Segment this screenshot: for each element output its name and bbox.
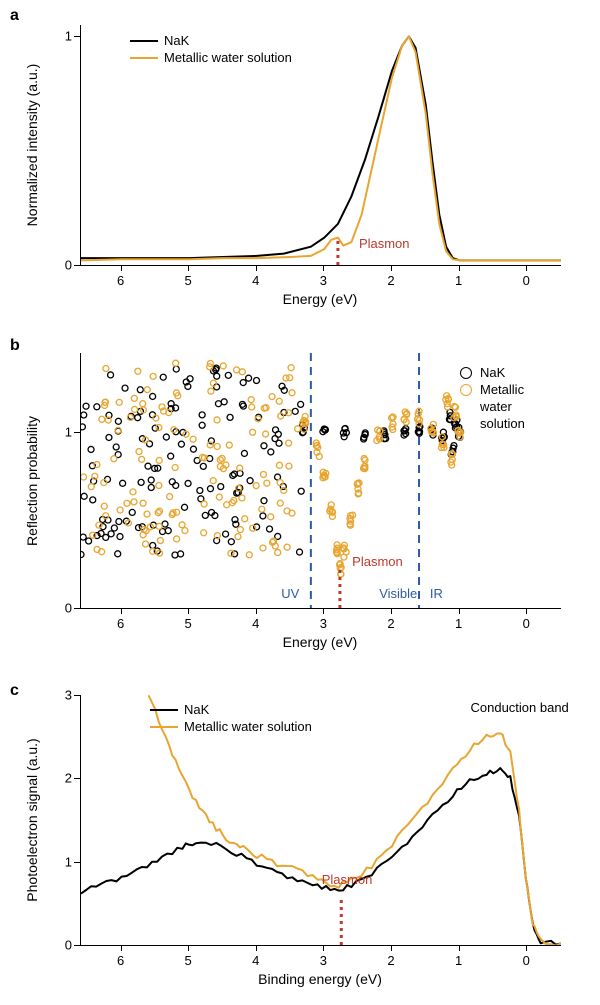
- legend-b-nak: NaK: [452, 365, 525, 380]
- panel-c: c NaK Metallic water solution Binding en…: [0, 680, 600, 1000]
- xlabel-b: Energy (eV): [80, 634, 560, 650]
- legend-b: NaK Metallic water solution: [452, 365, 525, 433]
- legend-line-mws-c: [150, 726, 178, 728]
- legend-label-nak-b: NaK: [480, 365, 505, 380]
- ylabel-b: Reflection probability: [24, 391, 40, 571]
- legend-a: NaK Metallic water solution: [130, 33, 292, 67]
- panel-c-label: c: [10, 682, 19, 700]
- legend-b-mws-cont2: solution: [452, 416, 525, 431]
- figure-root: a NaK Metallic water solution Energy (eV…: [0, 0, 600, 1005]
- legend-label-mws-b: Metallic: [480, 382, 524, 397]
- legend-label-nak: NaK: [164, 33, 189, 48]
- legend-line-nak: [130, 40, 158, 42]
- panel-b-label: b: [10, 337, 20, 355]
- legend-label-mws-b-cont1: water: [480, 399, 512, 414]
- legend-marker-mws: [460, 384, 472, 396]
- legend-marker-nak: [460, 367, 472, 379]
- legend-b-mws-cont1: water: [452, 399, 525, 414]
- panel-a-label: a: [10, 7, 19, 25]
- legend-label-mws: Metallic water solution: [164, 50, 292, 65]
- ylabel-c: Photoelectron signal (a.u.): [24, 730, 40, 910]
- legend-c-mws: Metallic water solution: [150, 719, 312, 734]
- xlabel-c: Binding energy (eV): [80, 971, 560, 987]
- legend-b-mws: Metallic: [452, 382, 525, 397]
- legend-label-mws-b-cont2: solution: [480, 416, 525, 431]
- panel-a: a NaK Metallic water solution Energy (eV…: [0, 5, 600, 325]
- legend-c: NaK Metallic water solution: [150, 702, 312, 736]
- legend-a-nak: NaK: [130, 33, 292, 48]
- ylabel-a: Normalized intensity (a.u.): [24, 55, 40, 235]
- panel-b: b NaK Metallic water solution Energy (eV…: [0, 335, 600, 670]
- legend-line-nak-c: [150, 709, 178, 711]
- legend-a-mws: Metallic water solution: [130, 50, 292, 65]
- legend-label-mws-c: Metallic water solution: [184, 719, 312, 734]
- xlabel-a: Energy (eV): [80, 291, 560, 307]
- legend-label-nak-c: NaK: [184, 702, 209, 717]
- legend-c-nak: NaK: [150, 702, 312, 717]
- legend-line-mws: [130, 57, 158, 59]
